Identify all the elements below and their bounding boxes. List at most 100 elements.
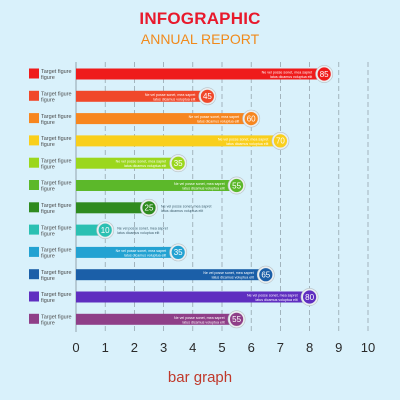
badge-circle bbox=[230, 312, 244, 326]
note-line1: Ne vel posse sonet, mea sapret bbox=[174, 316, 225, 320]
infographic-title: INFOGRAPHIC bbox=[139, 9, 261, 28]
badge-circle bbox=[303, 290, 317, 304]
bar bbox=[76, 68, 325, 80]
annual-report-subtitle: ANNUAL REPORT bbox=[140, 31, 260, 47]
note-line2: latus dicamus voluptua elit bbox=[270, 75, 312, 79]
x-tick-label: 9 bbox=[335, 340, 342, 355]
badge-circle bbox=[244, 112, 258, 126]
badge-circle bbox=[230, 178, 244, 193]
note-line2: latus dicamus voluptua elit bbox=[161, 209, 203, 213]
badge-circle bbox=[259, 268, 273, 282]
x-tick-label: 2 bbox=[131, 340, 138, 355]
badge-circle bbox=[273, 134, 287, 148]
row-label-line2: figure bbox=[41, 75, 55, 81]
row-label-line1: Target figure bbox=[41, 158, 72, 164]
row-label-line1: Target figure bbox=[41, 225, 72, 231]
x-tick-label: 4 bbox=[189, 340, 196, 355]
badge-circle bbox=[200, 89, 214, 103]
x-axis-ticks: 0 1 2 3 4 5 6 7 8 9 10 bbox=[72, 340, 375, 355]
x-tick-label: 6 bbox=[248, 340, 255, 355]
badge-value: 45 bbox=[203, 92, 212, 101]
legend-square bbox=[29, 246, 39, 257]
note-line2: latus dicamus voluptua elit bbox=[117, 231, 159, 235]
legend-square bbox=[29, 90, 39, 101]
note-line2: latus dicamus voluptua elit bbox=[124, 253, 166, 257]
row-label-line2: figure bbox=[41, 321, 55, 327]
note-line2: latus dicamus voluptua elit bbox=[124, 164, 166, 168]
row-label-line2: figure bbox=[41, 120, 55, 126]
badge-value: 10 bbox=[101, 226, 110, 235]
badge-value: 85 bbox=[320, 70, 329, 79]
row-label-line1: Target figure bbox=[41, 69, 72, 75]
badge-value: 80 bbox=[305, 293, 314, 302]
row-label-line2: figure bbox=[41, 164, 55, 170]
badge-value: 25 bbox=[145, 204, 154, 213]
x-tick-label: 7 bbox=[277, 340, 284, 355]
bar bbox=[76, 246, 179, 258]
row-label-line2: figure bbox=[41, 231, 55, 237]
note-line1: Ne vel posse sonet, mea sapret bbox=[262, 71, 313, 75]
note-line2: latus dicamus voluptua elit bbox=[226, 142, 268, 146]
row-label-line1: Target figure bbox=[41, 92, 72, 98]
row-label-line1: Target figure bbox=[41, 270, 72, 276]
row-label-line2: figure bbox=[41, 187, 55, 193]
legend-square bbox=[29, 202, 39, 213]
note-line1: Ne vel posse sonet, mea sapret bbox=[116, 160, 167, 164]
legend-square bbox=[29, 157, 39, 168]
note-line1: Ne vel posse sonet, mea sapret bbox=[189, 115, 240, 119]
legend-square bbox=[29, 180, 39, 190]
note-line1: Ne vel posse sonet, mea sapret bbox=[203, 271, 254, 275]
note-line1: Ne vel posse sonet, mea sapret bbox=[116, 249, 167, 253]
bar bbox=[76, 113, 252, 125]
row-label-line1: Target figure bbox=[41, 315, 72, 321]
row-label-line2: figure bbox=[41, 98, 55, 104]
note-line1: Ne vel posse sonet, mea sapret bbox=[247, 294, 298, 298]
bar bbox=[76, 135, 281, 147]
badge-circle bbox=[317, 67, 331, 81]
bar-graph-caption: bar graph bbox=[167, 369, 233, 386]
row-label-line2: figure bbox=[41, 209, 55, 215]
bar bbox=[76, 90, 208, 102]
x-tick-label: 1 bbox=[102, 340, 109, 355]
x-tick-label: 0 bbox=[72, 340, 79, 355]
row-label-line1: Target figure bbox=[41, 114, 72, 120]
grid-lines bbox=[75, 62, 369, 332]
note-line1: Ne vel posse sonet, mea sapret bbox=[174, 182, 225, 186]
legend-square bbox=[29, 313, 39, 324]
note-line1: Ne vel posse sonet, mea sapret bbox=[161, 204, 212, 208]
x-tick-label: 3 bbox=[160, 340, 167, 355]
note-line2: latus dicamus voluptua elit bbox=[182, 320, 224, 324]
bar bbox=[76, 180, 237, 191]
row-label-line1: Target figure bbox=[41, 292, 72, 298]
x-tick-label: 5 bbox=[218, 340, 225, 355]
bar bbox=[76, 157, 179, 169]
note-line2: latus dicamus voluptua elit bbox=[255, 298, 297, 302]
badge-circle bbox=[98, 223, 112, 237]
badge-value: 65 bbox=[261, 271, 270, 280]
badge-circle bbox=[171, 245, 185, 259]
row-label-line1: Target figure bbox=[41, 248, 72, 254]
row-label-line2: figure bbox=[41, 276, 55, 282]
row-label-line2: figure bbox=[41, 142, 55, 148]
badge-value: 55 bbox=[232, 181, 241, 190]
bar bbox=[76, 269, 266, 281]
row-label-line2: figure bbox=[41, 298, 55, 304]
legend-square bbox=[29, 68, 39, 79]
legend-square bbox=[29, 269, 39, 280]
note-line1: Ne vel posse sonet, mea sapret bbox=[117, 227, 168, 231]
row-label-line1: Target figure bbox=[41, 203, 72, 209]
bar bbox=[76, 291, 310, 303]
badge-value: 55 bbox=[232, 315, 241, 324]
